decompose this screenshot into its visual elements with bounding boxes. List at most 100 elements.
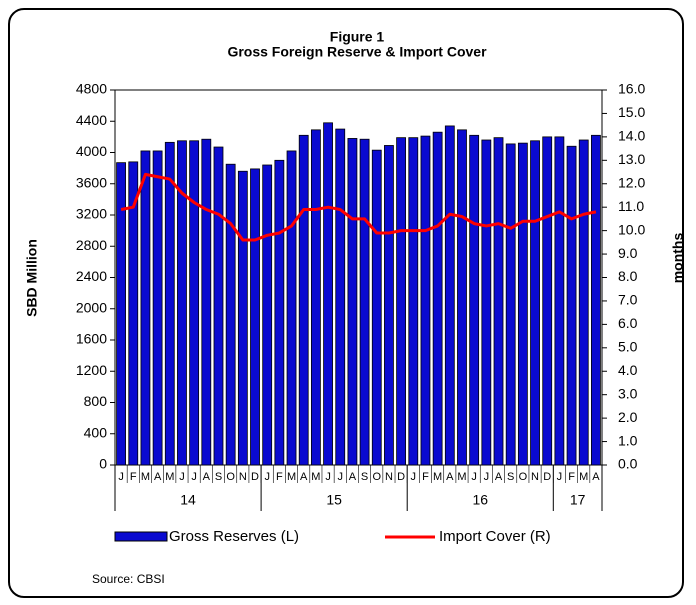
y2-tick-label: 6.0 (618, 315, 638, 331)
bar (396, 137, 407, 466)
x-tick-label: A (300, 471, 308, 483)
x-tick-label: F (422, 471, 429, 483)
x-tick-label: F (568, 471, 575, 483)
x-tick-label: J (557, 471, 563, 483)
legend-label: Import Cover (R) (439, 528, 551, 545)
plot-area (114, 89, 603, 466)
y-tick-label: 1200 (76, 362, 107, 378)
legend-label: Gross Reserves (L) (169, 528, 299, 545)
bar (213, 146, 224, 466)
y-tick-label: 2800 (76, 237, 107, 253)
x-tick-label: A (592, 471, 600, 483)
x-tick-label: F (130, 471, 137, 483)
x-tick-label: D (543, 471, 551, 483)
bar (566, 145, 577, 466)
x-tick-label: J (411, 471, 417, 483)
bar (420, 135, 431, 466)
y2-tick-label: 11.0 (618, 198, 644, 214)
group-label: 16 (472, 492, 488, 508)
x-tick-label: J (325, 471, 331, 483)
x-tick-label: S (361, 471, 368, 483)
bar (493, 137, 504, 466)
bar (286, 150, 297, 466)
x-tick-label: J (179, 471, 185, 483)
x-tick-label: S (507, 471, 514, 483)
x-tick-label: J (118, 471, 124, 483)
bar (384, 145, 394, 466)
y-tick-label: 1600 (76, 331, 107, 347)
x-tick-label: A (154, 471, 162, 483)
x-tick-label: J (264, 471, 270, 483)
y2-tick-label: 3.0 (618, 385, 638, 401)
y2-axis-label: months (670, 233, 686, 284)
y2-tick-label: 5.0 (618, 339, 638, 355)
y-tick-label: 2400 (76, 268, 107, 284)
bar (310, 129, 321, 466)
x-tick-label: J (337, 471, 343, 483)
bar (164, 141, 175, 466)
bar (517, 142, 528, 466)
x-tick-label: M (433, 471, 442, 483)
x-tick-label: D (251, 471, 259, 483)
chart-frame (8, 8, 684, 598)
x-tick-label: J (484, 471, 490, 483)
y-tick-label: 2000 (76, 299, 107, 315)
y2-tick-label: 10.0 (618, 221, 645, 237)
bar (237, 170, 248, 466)
bar (274, 159, 285, 466)
bar (128, 161, 139, 466)
bar (298, 134, 309, 466)
y-tick-label: 3200 (76, 206, 107, 222)
bar (505, 143, 516, 466)
y2-tick-label: 4.0 (618, 362, 638, 378)
x-tick-label: N (239, 471, 247, 483)
y2-tick-label: 9.0 (618, 245, 638, 261)
x-tick-label: J (191, 471, 197, 483)
bar (262, 164, 273, 466)
bar (457, 129, 467, 466)
x-tick-label: A (495, 471, 503, 483)
x-tick-label: A (203, 471, 211, 483)
x-tick-label: F (276, 471, 283, 483)
y-tick-label: 4400 (76, 112, 107, 128)
chart-subtitle: Gross Foreign Reserve & Import Cover (227, 44, 487, 60)
x-tick-label: M (311, 471, 320, 483)
legend-swatch (114, 531, 168, 542)
y2-tick-label: 1.0 (618, 432, 638, 448)
bar (591, 134, 601, 466)
x-tick-label: A (446, 471, 454, 483)
x-tick-label: N (531, 471, 539, 483)
y-tick-label: 800 (84, 393, 108, 409)
y2-tick-label: 2.0 (618, 409, 638, 425)
x-tick-label: S (215, 471, 222, 483)
y2-tick-label: 15.0 (618, 104, 645, 120)
chart-title: Figure 1 (330, 29, 385, 45)
line (120, 172, 597, 242)
bar (347, 138, 358, 466)
y-axis-label: SBD Million (24, 239, 40, 317)
y2-tick-label: 12.0 (618, 174, 645, 190)
x-tick-label: J (471, 471, 477, 483)
y-tick-label: 400 (84, 424, 108, 440)
x-tick-label: D (397, 471, 405, 483)
bar (201, 138, 212, 466)
x-tick-label: O (372, 471, 381, 483)
y-tick-label: 0 (99, 456, 107, 472)
bar (408, 137, 419, 466)
y2-tick-label: 7.0 (618, 292, 638, 308)
x-tick-label: M (165, 471, 174, 483)
x-tick-label: M (141, 471, 150, 483)
y2-tick-label: 0.0 (618, 456, 638, 472)
group-label: 14 (180, 492, 196, 508)
bar (225, 163, 236, 466)
bar (578, 139, 589, 466)
x-tick-label: M (287, 471, 296, 483)
bar (371, 149, 382, 466)
bar (323, 122, 333, 466)
group-label: 17 (570, 492, 586, 508)
bar (152, 150, 163, 466)
y2-tick-label: 16.0 (618, 81, 645, 97)
bar (335, 128, 346, 466)
y2-tick-label: 13.0 (618, 151, 645, 167)
